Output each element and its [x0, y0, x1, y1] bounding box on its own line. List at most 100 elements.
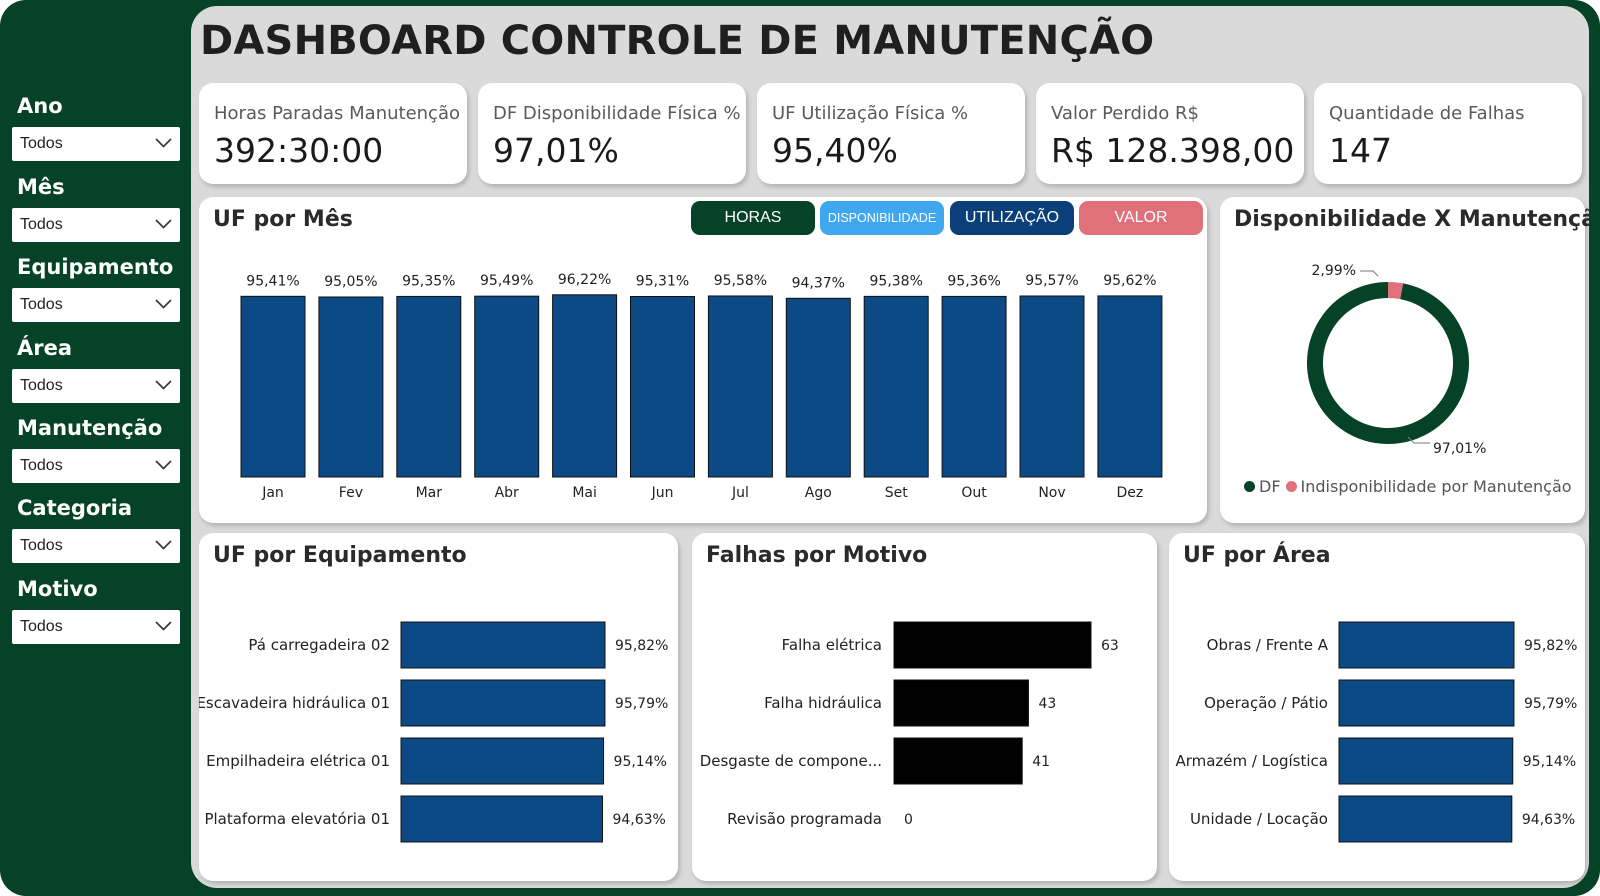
tick-label: Jun	[651, 485, 674, 501]
category-label: Obras / Frente A	[1207, 636, 1329, 654]
filter-label-3: Área	[17, 336, 73, 360]
kpi-value: 392:30:00	[214, 131, 384, 170]
data-label: 95,82%	[1524, 638, 1577, 654]
category-label: Armazém / Logística	[1175, 752, 1328, 770]
bar-0[interactable]	[400, 621, 606, 669]
filter-value: Todos	[20, 377, 63, 394]
category-label: Unidade / Locação	[1190, 810, 1328, 828]
kpi-card-4: Quantidade de Falhas 147	[1314, 83, 1582, 184]
chart-card-disponibilidade: Disponibilidade X Manutenção 2,99% 97,01% D…	[1220, 197, 1589, 523]
data-label: 96,22%	[558, 272, 611, 288]
toggle-button-2[interactable]: UTILIZAÇÃO	[950, 201, 1074, 235]
tick-label: Abr	[495, 485, 519, 501]
data-label: 95,31%	[636, 273, 689, 289]
data-label: 95,35%	[402, 273, 455, 289]
filter-value: Todos	[20, 457, 63, 474]
data-label: 95,36%	[947, 273, 1000, 289]
bar-3[interactable]	[1338, 795, 1513, 843]
data-label: 95,49%	[480, 273, 533, 289]
filter-label-6: Motivo	[17, 577, 98, 601]
chevron-down-icon[interactable]	[155, 296, 172, 314]
filter-dropdown-2[interactable]: Todos	[12, 288, 180, 322]
chevron-down-icon[interactable]	[155, 618, 172, 636]
chart-legend: DF Indisponibilidade por Manutenção	[1244, 477, 1572, 496]
bar-set[interactable]	[863, 295, 929, 478]
chart-title: Falhas por Motivo	[706, 543, 928, 568]
data-label: 95,82%	[615, 638, 668, 654]
tick-label: Mai	[572, 485, 597, 501]
bar-2[interactable]	[400, 737, 605, 785]
filter-value: Todos	[20, 296, 63, 313]
bar-fev[interactable]	[318, 296, 384, 478]
data-label: 95,79%	[615, 696, 668, 712]
tick-label: Mar	[416, 485, 443, 501]
bar-abr[interactable]	[474, 295, 540, 478]
bar-mar[interactable]	[396, 295, 462, 478]
data-label: 95,05%	[324, 274, 377, 290]
kpi-card-3: Valor Perdido R$ R$ 128.398,00	[1036, 83, 1304, 184]
bar-2[interactable]	[893, 737, 1023, 785]
chevron-down-icon[interactable]	[155, 537, 172, 555]
data-label: 97,01%	[1433, 441, 1486, 457]
toggle-button-1[interactable]: DISPONIBILIDADE	[820, 201, 944, 235]
filter-label-2: Equipamento	[17, 255, 174, 279]
filter-dropdown-3[interactable]: Todos	[12, 369, 180, 403]
filter-dropdown-0[interactable]: Todos	[12, 127, 180, 161]
slice-indisponibilidade[interactable]	[1387, 282, 1404, 300]
bar-jul[interactable]	[707, 295, 773, 478]
page-title: DASHBOARD CONTROLE DE MANUTENÇÃO	[200, 18, 1155, 64]
bar-jan[interactable]	[240, 295, 306, 478]
bar-ago[interactable]	[785, 297, 851, 478]
bar-0[interactable]	[1338, 621, 1515, 669]
donut-chart: 2,99% 97,01%	[1307, 263, 1486, 457]
chevron-down-icon[interactable]	[155, 377, 172, 395]
filter-dropdown-5[interactable]: Todos	[12, 529, 180, 563]
bar-1[interactable]	[1338, 679, 1515, 727]
legend-label: Indisponibilidade por Manutenção	[1300, 477, 1572, 496]
bar-1[interactable]	[893, 679, 1029, 727]
chevron-down-icon[interactable]	[155, 457, 172, 475]
uf_por_area-chart: Obras / Frente A 95,82% Operação / Pátio 95…	[1175, 621, 1577, 843]
data-label: 95,41%	[246, 273, 299, 289]
bar-0[interactable]	[893, 621, 1092, 669]
category-label: Plataforma elevatória 01	[204, 810, 390, 828]
bar-out[interactable]	[941, 295, 1007, 478]
data-label: 63	[1101, 638, 1119, 654]
bar-dez[interactable]	[1097, 295, 1163, 478]
bar-mai[interactable]	[552, 294, 618, 478]
kpi-value: 147	[1329, 131, 1392, 170]
data-label: 95,14%	[1523, 754, 1576, 770]
data-label: 95,79%	[1524, 696, 1577, 712]
filter-dropdown-6[interactable]: Todos	[12, 610, 180, 644]
kpi-card-1: DF Disponibilidade Física % 97,01%	[478, 83, 746, 184]
bar-2[interactable]	[1338, 737, 1514, 785]
chevron-down-icon[interactable]	[155, 216, 172, 234]
chart-card-uf-por-area: UF por Área Obras / Frente A 95,82% Operaçã…	[1169, 533, 1585, 881]
data-label: 95,57%	[1025, 273, 1078, 289]
filter-label-4: Manutenção	[17, 416, 163, 440]
chevron-down-icon[interactable]	[155, 135, 172, 153]
data-label: 94,63%	[612, 812, 665, 828]
filter-value: Todos	[20, 135, 63, 152]
bar-nov[interactable]	[1019, 295, 1085, 478]
toggle-button-3[interactable]: VALOR	[1079, 201, 1203, 235]
data-label: 94,37%	[792, 275, 845, 291]
filter-dropdown-4[interactable]: Todos	[12, 449, 180, 483]
bar-1[interactable]	[400, 679, 606, 727]
kpi-value: 97,01%	[493, 131, 619, 170]
bar-3[interactable]	[400, 795, 603, 843]
kpi-label: Quantidade de Falhas	[1329, 103, 1525, 124]
kpi-label: UF Utilização Física %	[772, 103, 969, 124]
kpi-label: DF Disponibilidade Física %	[493, 103, 741, 124]
tick-label: Jan	[261, 485, 284, 501]
filter-value: Todos	[20, 618, 63, 635]
kpi-label: Valor Perdido R$	[1051, 103, 1199, 124]
uf_por_equipamento-chart: Pá carregadeira 02 95,82% Escavadeira hidr…	[199, 621, 668, 843]
slice-df[interactable]	[1307, 282, 1469, 444]
filter-dropdown-1[interactable]: Todos	[12, 208, 180, 242]
toggle-button-0[interactable]: HORAS	[691, 201, 815, 235]
category-label: Empilhadeira elétrica 01	[206, 752, 390, 770]
bar-jun[interactable]	[630, 295, 695, 478]
kpi-label: Horas Paradas Manutenção	[214, 103, 460, 124]
